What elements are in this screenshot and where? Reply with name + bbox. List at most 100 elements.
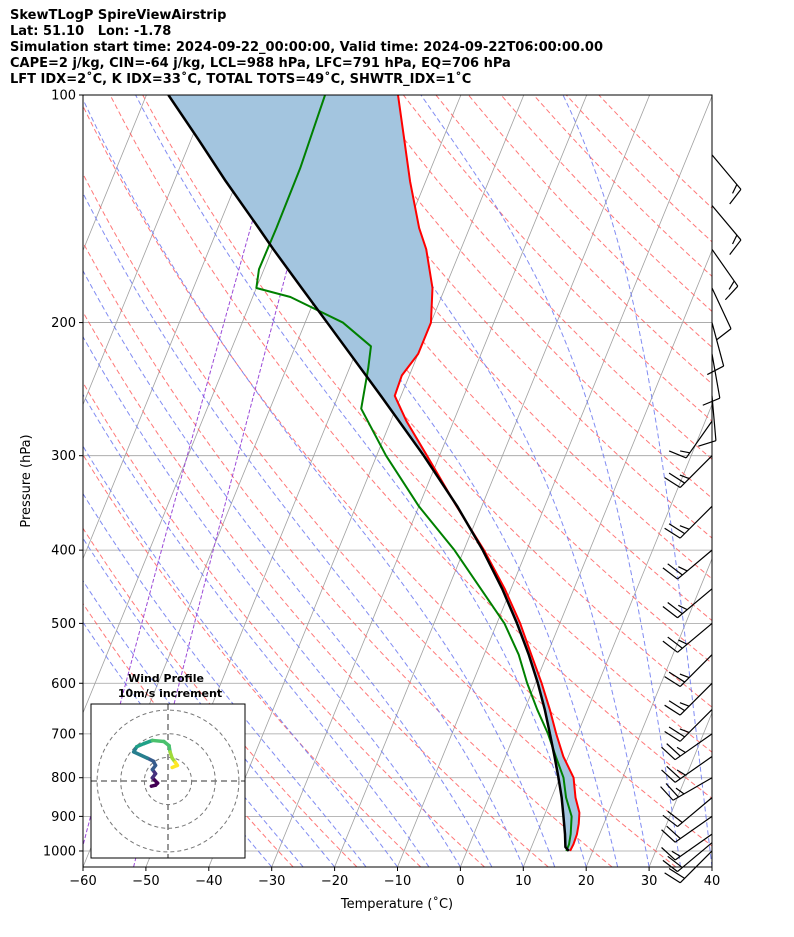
wind-barb-feather bbox=[664, 730, 681, 742]
wind-barb bbox=[711, 154, 742, 205]
wind-barb-feather bbox=[662, 814, 678, 828]
wind-barb-feather bbox=[707, 365, 724, 376]
background-lines bbox=[0, 95, 794, 867]
isotherm-line bbox=[775, 95, 794, 867]
wind-barb bbox=[664, 709, 713, 742]
y-tick-label: 300 bbox=[51, 449, 76, 464]
wind-barb-feather bbox=[666, 825, 681, 840]
wind-barb-feather bbox=[668, 700, 685, 712]
wind-barb-shaft bbox=[685, 420, 713, 459]
x-tick-label: 0 bbox=[456, 874, 464, 889]
wind-barb bbox=[664, 455, 713, 489]
sounding-profiles bbox=[167, 95, 581, 852]
wind-barb bbox=[711, 287, 732, 341]
wind-barb-shaft bbox=[711, 248, 739, 287]
wind-barb-feather bbox=[664, 704, 681, 716]
wind-barb bbox=[698, 395, 717, 447]
wind-barb-shaft bbox=[677, 549, 713, 580]
wind-barb-feather bbox=[662, 640, 678, 653]
wind-barb-feather bbox=[666, 765, 681, 780]
wind-barb-shaft bbox=[677, 622, 713, 653]
wind-barb-feather bbox=[676, 769, 686, 776]
y-tick-label: 100 bbox=[51, 89, 76, 104]
x-tick-label: −50 bbox=[132, 874, 159, 889]
dry-adiabat-line bbox=[83, 310, 549, 867]
wind-barb-feather bbox=[728, 280, 735, 290]
index-line: LFT IDX=2˚C, K IDX=33˚C, TOTAL TOTS=49˚C… bbox=[10, 72, 472, 87]
dry-adiabat-line bbox=[83, 104, 712, 847]
wind-barb-feather bbox=[678, 639, 688, 645]
wind-barb-feather bbox=[667, 636, 683, 649]
wind-barb-feather bbox=[667, 810, 683, 823]
dry-adiabat-line bbox=[83, 453, 422, 867]
dry-adiabat-line bbox=[402, 95, 712, 422]
wind-barb bbox=[664, 682, 713, 716]
wind-barb-feather bbox=[660, 786, 674, 801]
wind-barb bbox=[711, 248, 739, 301]
moist-adiabat-line bbox=[297, 95, 650, 867]
hodograph-title: Wind Profile bbox=[128, 672, 204, 685]
wind-barb-feather bbox=[729, 188, 742, 205]
wind-barb-feather bbox=[679, 474, 690, 480]
temperature-profile bbox=[393, 95, 581, 852]
wind-barb bbox=[664, 654, 713, 688]
dry-adiabat-line bbox=[468, 95, 712, 348]
moist-adiabat-line bbox=[205, 95, 619, 867]
wind-barb-feather bbox=[668, 450, 687, 459]
dry-adiabat-line bbox=[240, 95, 712, 622]
wind-barb-shaft bbox=[711, 287, 732, 330]
wind-barb-shaft bbox=[679, 455, 713, 488]
wind-barb bbox=[664, 505, 713, 539]
x-tick-label: 10 bbox=[515, 874, 532, 889]
wind-barb-shaft bbox=[679, 850, 713, 884]
x-tick-label: 30 bbox=[641, 874, 658, 889]
isotherm-line bbox=[460, 249, 712, 867]
isotherm-line bbox=[648, 711, 712, 867]
parcel-path bbox=[167, 95, 570, 852]
dry-adiabat-line bbox=[370, 95, 712, 460]
wind-barb-feather bbox=[679, 525, 690, 530]
isotherm-line bbox=[83, 95, 147, 252]
dry-adiabat-line bbox=[83, 527, 358, 867]
hodograph-subtitle: 10m/s increment bbox=[118, 687, 222, 700]
wind-barb-feather bbox=[668, 472, 685, 484]
wind-barb-shaft bbox=[677, 797, 713, 828]
hodograph-segment bbox=[150, 738, 166, 744]
wind-barb bbox=[662, 797, 713, 828]
isotherm-line bbox=[0, 95, 21, 867]
x-tick-label: −40 bbox=[195, 874, 222, 889]
wind-barb-feather bbox=[668, 726, 685, 738]
isotherm-line bbox=[83, 95, 273, 560]
wind-barb-feather bbox=[671, 850, 681, 857]
wind-barb-feather bbox=[716, 328, 732, 341]
axes: −60 −50 −40 −30 −20 −10 0 10 20 30 40 100 200 300 400 5… bbox=[43, 89, 720, 890]
isotherm-line bbox=[83, 95, 84, 98]
wind-barb-shaft bbox=[711, 205, 742, 241]
hodograph-segment bbox=[131, 750, 149, 760]
wind-barb-feather bbox=[702, 397, 721, 406]
wind-barb-feather bbox=[698, 440, 717, 447]
wind-barb-feather bbox=[661, 769, 676, 783]
wind-barb-feather bbox=[666, 743, 681, 757]
chart-header: SkewTLogP SpireViewAirstrip Lat: 51.10 L… bbox=[10, 8, 603, 88]
moist-adiabat-line bbox=[83, 98, 556, 867]
wind-barb-shaft bbox=[674, 833, 713, 861]
moist-adiabat-line bbox=[83, 335, 461, 867]
dry-adiabat-line bbox=[272, 95, 712, 580]
moist-adiabat-line bbox=[83, 621, 273, 867]
isotherm-line bbox=[585, 557, 712, 867]
moist-adiabat-line bbox=[420, 95, 682, 867]
wind-barb bbox=[662, 622, 713, 653]
wind-barb-shaft bbox=[711, 154, 742, 190]
wind-barb-shaft bbox=[711, 353, 721, 399]
x-tick-label: −60 bbox=[69, 874, 96, 889]
y-tick-label: 600 bbox=[51, 677, 76, 692]
y-axis-label: Pressure (hPa) bbox=[19, 434, 34, 527]
wind-barb-shaft bbox=[672, 777, 713, 801]
moist-adiabat-line bbox=[562, 95, 712, 867]
wind-barb-shaft bbox=[679, 709, 713, 742]
isotherm-line bbox=[522, 403, 712, 867]
isotherm-line bbox=[83, 95, 210, 406]
wind-barb-shaft bbox=[711, 395, 717, 441]
x-tick-label: −20 bbox=[321, 874, 348, 889]
